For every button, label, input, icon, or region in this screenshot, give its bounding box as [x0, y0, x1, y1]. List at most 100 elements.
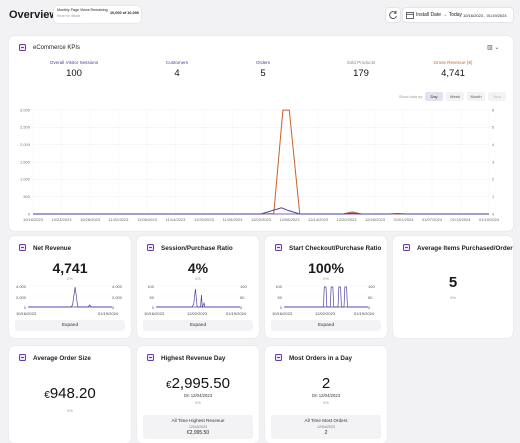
period-selector: Day Week Month Year	[425, 92, 509, 102]
x-tick: 10/23/2023	[51, 217, 72, 222]
card-change: 0%	[323, 400, 329, 405]
footer-date: 12/04/2023	[189, 424, 207, 429]
spark-tick-right: 2,000	[112, 294, 123, 300]
metric-card: Most Orders in a Day 2 On 12/04/2023 0% All …	[265, 346, 387, 443]
kpi-metric-label: Sold Products	[346, 60, 376, 65]
spark-tick-right: 0	[112, 305, 115, 310]
card-title: Average Items Purchased/Order	[417, 244, 513, 252]
spark-tick-left: 0	[279, 305, 282, 310]
y-tick-left: 3,000	[20, 107, 31, 112]
card-checkbox[interactable]	[19, 244, 26, 251]
sparkline-chart	[156, 285, 240, 309]
kpi-metric[interactable]: Sold Products 179	[321, 60, 401, 79]
spark-line	[284, 286, 368, 308]
card-on-date: On 12/04/2023	[311, 393, 341, 398]
card-title: Start Checkout/Purchase Ratio	[289, 244, 382, 252]
footer-label: All Time Most Orders	[304, 418, 348, 423]
series-line	[33, 109, 489, 215]
kpi-metric-label: Orders	[255, 60, 271, 65]
y-tick-right: 2	[492, 177, 495, 182]
expand-button[interactable]: Expand	[15, 320, 125, 331]
kpi-metric[interactable]: Overall Visitor Sessions 100	[34, 60, 114, 79]
spark-tick-right: 0	[240, 305, 243, 310]
date-range: 10/16/2023 - 01/19/2024	[463, 12, 507, 18]
y-tick-right: 3	[492, 159, 495, 164]
x-tick: 12/26/2023	[365, 217, 386, 222]
card-checkbox[interactable]	[147, 244, 154, 251]
card-value: 5	[448, 274, 458, 291]
kpis-title: eCommerce KPIs	[33, 44, 81, 51]
kpi-metric-value: 179	[353, 68, 369, 79]
x-tick: 11/02/2023	[109, 217, 129, 222]
kpi-metric-label: Gross Revenue (€)	[433, 60, 473, 65]
period-day-button[interactable]: Day	[425, 92, 443, 101]
kpi-metric[interactable]: Customers 4	[137, 60, 217, 79]
spark-tick-left: 100	[275, 284, 282, 289]
x-tick: 01/01/2024	[393, 217, 414, 222]
kpi-metric[interactable]: Orders 5	[223, 60, 303, 79]
refresh-button[interactable]	[386, 8, 400, 22]
kpi-metric-value: 100	[66, 68, 82, 79]
card-value: 2,995.50	[171, 375, 230, 392]
card-change: 0%	[195, 400, 201, 405]
period-week-button[interactable]: Week	[446, 92, 464, 101]
x-tick: 01/13/2024	[450, 217, 471, 222]
x-tick: 12/08/2023	[279, 217, 300, 222]
sparkline-chart	[28, 285, 112, 308]
card-on-date: On 12/04/2023	[183, 393, 213, 398]
footer-value: 2	[324, 430, 328, 436]
date-filter-label: Install Date → Today	[416, 12, 463, 18]
metric-card: Start Checkout/Purchase Ratio 100% 0% 100 10…	[265, 236, 387, 338]
spark-mid-date: 12/02/2023	[187, 311, 208, 316]
card-checkbox[interactable]	[403, 244, 410, 251]
card-checkbox[interactable]	[275, 354, 282, 361]
kpi-metrics: Overall Visitor Sessions 100 Customers 4 Ord…	[9, 60, 513, 84]
calendar-icon	[406, 12, 414, 19]
x-tick: 11/14/2023	[166, 217, 186, 222]
card-checkbox[interactable]	[275, 244, 282, 251]
kpi-metric[interactable]: Gross Revenue (€) 4,741	[413, 60, 493, 79]
ecommerce-kpis-card: eCommerce KPIs ▥ ⌄ Overall Visitor Sessi…	[9, 36, 513, 231]
card-value: 948.20	[49, 385, 96, 402]
spark-line	[28, 286, 112, 308]
spark-tick-right: 50	[368, 294, 373, 300]
metric-card: Average Order Size €948.20 0%	[9, 346, 131, 443]
card-checkbox[interactable]	[19, 354, 26, 361]
kpi-metric-value: 4,741	[441, 68, 465, 79]
x-tick: 12/14/2023	[308, 217, 329, 222]
x-tick: 11/20/2023	[194, 217, 214, 222]
spark-tick-right: 4,000	[112, 284, 123, 289]
spark-tick-left: 50	[277, 294, 282, 300]
y-tick-right: 1	[492, 194, 495, 199]
card-value: 2	[321, 375, 331, 392]
kpi-metric-value: 4	[174, 68, 180, 79]
metric-card: Session/Purchase Ratio 4% 0% 100 100 50 50 0 0 10…	[137, 236, 259, 338]
period-month-button[interactable]: Month	[467, 92, 485, 101]
footer-date: 12/04/2023	[317, 424, 335, 429]
sparkline-chart	[284, 285, 368, 308]
x-tick: 12/02/2023	[251, 217, 272, 222]
quota-box[interactable]: Monthly Page Views Remaining Hover for d…	[54, 6, 141, 23]
date-filter[interactable]: Install Date → Today 10/16/2023 - 01/19/…	[403, 8, 513, 22]
chart-settings-icon[interactable]: ▥ ⌄	[487, 45, 500, 51]
y-tick-left: 2,500	[20, 125, 31, 130]
metric-card: Average Items Purchased/Order 5 0%	[393, 236, 513, 338]
expand-button[interactable]: Expand	[143, 320, 253, 331]
spark-tick-left: 0	[23, 305, 26, 310]
expand-button[interactable]: Expand	[271, 320, 381, 331]
card-title: Net Revenue	[33, 244, 72, 252]
card-change: 0%	[323, 276, 329, 281]
show-data-by-label: Show data by:	[399, 95, 424, 99]
y-tick-left: 2,000	[20, 142, 31, 147]
y-tick-right: 6	[492, 107, 495, 112]
card-title: Highest Revenue Day	[161, 354, 226, 362]
spark-tick-left: 50	[149, 294, 154, 300]
card-change: 0%	[67, 276, 73, 281]
y-tick-left: 1,500	[20, 159, 31, 164]
y-tick-right: 4	[492, 142, 495, 147]
card-checkbox[interactable]	[147, 354, 154, 361]
period-year-button[interactable]: Year	[488, 92, 506, 101]
spark-tick-left: 0	[151, 305, 154, 310]
kpi-metric-value: 5	[260, 68, 266, 79]
kpis-checkbox[interactable]	[19, 44, 26, 51]
